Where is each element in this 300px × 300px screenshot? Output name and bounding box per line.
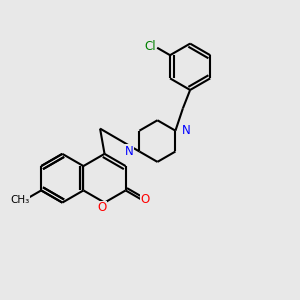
Text: N: N (182, 124, 190, 137)
Text: CH₃: CH₃ (10, 195, 29, 206)
Text: Cl: Cl (144, 40, 156, 53)
Text: O: O (141, 193, 150, 206)
Text: N: N (125, 145, 134, 158)
Text: O: O (98, 202, 107, 214)
